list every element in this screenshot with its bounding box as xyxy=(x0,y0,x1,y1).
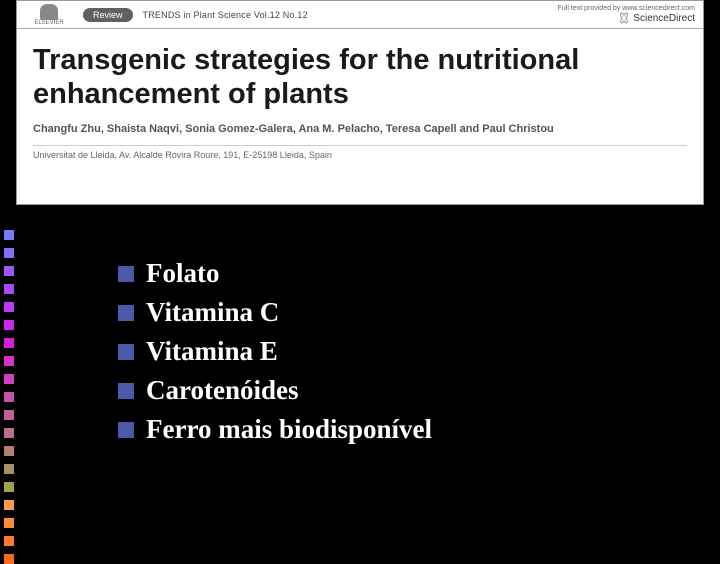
paper-header: ELSEVIER Review TRENDS in Plant Science … xyxy=(16,0,704,205)
header-top-row: ELSEVIER Review TRENDS in Plant Science … xyxy=(17,1,703,29)
list-item: Vitamina C xyxy=(118,297,432,328)
deco-square xyxy=(4,518,14,528)
deco-square xyxy=(4,464,14,474)
deco-square xyxy=(4,356,14,366)
elsevier-tree-icon xyxy=(40,4,58,20)
deco-square xyxy=(4,446,14,456)
paper-affiliation: Universitat de Lleida, Av. Alcalde Rovir… xyxy=(33,145,687,160)
bullet-text: Vitamina C xyxy=(146,297,279,328)
deco-square xyxy=(4,482,14,492)
deco-square xyxy=(4,284,14,294)
deco-square xyxy=(4,320,14,330)
bullet-square-icon xyxy=(118,383,134,399)
paper-title: Transgenic strategies for the nutritiona… xyxy=(17,29,703,119)
publisher-label: ELSEVIER xyxy=(34,20,63,26)
left-decoration-strip xyxy=(0,230,34,564)
sciencedirect-block: Full text provided by www.sciencedirect.… xyxy=(558,5,695,24)
deco-square xyxy=(4,338,14,348)
deco-square xyxy=(4,428,14,438)
list-item: Folato xyxy=(118,258,432,289)
bullet-text: Carotenóides xyxy=(146,375,299,406)
review-badge: Review xyxy=(83,8,133,22)
deco-square xyxy=(4,536,14,546)
bullet-square-icon xyxy=(118,305,134,321)
deco-square xyxy=(4,374,14,384)
deco-square xyxy=(4,230,14,240)
bullet-square-icon xyxy=(118,422,134,438)
sd-label: ScienceDirect xyxy=(633,13,695,24)
sciencedirect-logo: ScienceDirect xyxy=(618,12,695,24)
deco-square xyxy=(4,500,14,510)
elsevier-logo: ELSEVIER xyxy=(25,4,73,26)
bullet-square-icon xyxy=(118,344,134,360)
deco-square xyxy=(4,266,14,276)
bullet-text: Folato xyxy=(146,258,220,289)
list-item: Carotenóides xyxy=(118,375,432,406)
bullet-text: Vitamina E xyxy=(146,336,278,367)
paper-authors: Changfu Zhu, Shaista Naqvi, Sonia Gomez-… xyxy=(17,119,703,141)
journal-reference: TRENDS in Plant Science Vol.12 No.12 xyxy=(143,10,308,20)
deco-square xyxy=(4,302,14,312)
sd-tagline: Full text provided by www.sciencedirect.… xyxy=(558,5,695,12)
bullet-list: Folato Vitamina C Vitamina E Carotenóides Fe… xyxy=(118,258,432,453)
list-item: Ferro mais biodisponível xyxy=(118,414,432,445)
deco-square xyxy=(4,554,14,564)
deco-square xyxy=(4,392,14,402)
deco-square xyxy=(4,248,14,258)
bullet-square-icon xyxy=(118,266,134,282)
list-item: Vitamina E xyxy=(118,336,432,367)
bullet-text: Ferro mais biodisponível xyxy=(146,414,432,445)
atom-icon xyxy=(618,12,630,24)
deco-square xyxy=(4,410,14,420)
